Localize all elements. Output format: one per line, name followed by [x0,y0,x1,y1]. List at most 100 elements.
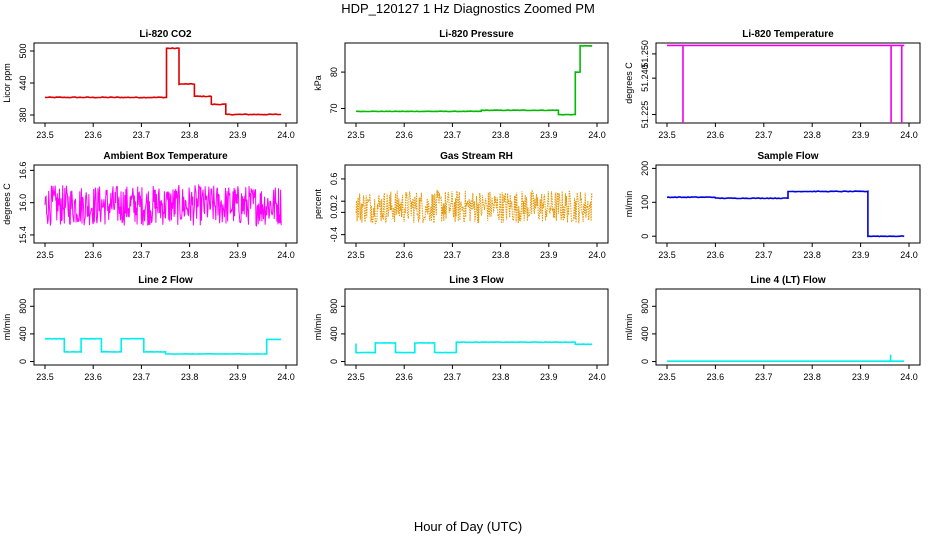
x-tick-label: 24.0 [588,250,606,260]
y-axis-label: ml/min [2,314,12,341]
y-axis-label: Licor ppm [2,63,12,103]
x-tick-label: 23.9 [229,372,247,382]
y-tick-label: 0.6 [329,173,339,186]
y-tick-label: 0.0 [329,206,339,219]
x-tick-label: 24.0 [900,372,918,382]
x-tick-label: 24.0 [277,130,295,140]
x-tick-label: 23.8 [803,372,821,382]
y-axis-label: ml/min [313,314,323,341]
x-tick-label: 23.8 [492,372,510,382]
y-tick-label: 51.225 [640,101,650,129]
chart-panel: Gas Stream RH percent 23.5 23.6 23.7 23.8 23.9… [313,151,609,260]
plot-frame [344,164,609,244]
chart-title: Sample Flow [757,151,818,162]
x-tick-label: 23.5 [658,250,676,260]
x-tick-label: 23.9 [540,372,558,382]
plot-frame [33,288,298,366]
x-tick-label: 23.5 [36,250,54,260]
y-axis-label: degrees C [2,183,12,225]
chart-title: Line 4 (LT) Flow [750,275,826,286]
series-line [355,189,593,225]
plot-frame [655,288,921,366]
y-tick-label: 16.0 [18,194,28,212]
x-tick-label: 23.8 [492,250,510,260]
chart-panel: Sample Flow ml/min 23.5 23.6 23.7 23.8 23.9 24.… [624,151,921,260]
x-tick-label: 23.6 [395,250,413,260]
plot-frame [655,42,921,124]
chart-panel: Ambient Box Temperature degrees C 23.5 23.6… [2,151,298,260]
y-tick-label: 80 [329,67,339,77]
x-tick-label: 23.6 [84,372,102,382]
x-tick-label: 24.0 [277,250,295,260]
chart-title: Ambient Box Temperature [103,151,228,162]
x-tick-label: 23.5 [347,372,365,382]
y-tick-label: 800 [329,299,339,314]
x-tick-label: 23.7 [755,130,773,140]
series-line [355,341,593,354]
x-tick-label: 23.8 [181,372,199,382]
x-tick-label: 23.9 [540,250,558,260]
plot-frame [655,164,921,244]
x-tick-label: 23.5 [658,372,676,382]
x-tick-label: 23.9 [852,372,870,382]
series-line [355,44,593,116]
figure-x-axis-label: Hour of Day (UTC) [414,519,522,534]
y-tick-label: 0 [329,359,339,364]
x-tick-label: 23.8 [181,250,199,260]
y-tick-label: 0.2 [329,195,339,208]
figure-title: HDP_120127 1 Hz Diagnostics Zoomed PM [341,1,595,16]
y-tick-label: 400 [640,326,650,341]
y-tick-label: 0 [18,359,28,364]
x-tick-label: 23.6 [84,130,102,140]
y-axis-label: kPa [313,75,323,91]
x-tick-label: 24.0 [588,372,606,382]
x-tick-label: 23.7 [444,250,462,260]
x-tick-label: 23.5 [36,130,54,140]
x-tick-label: 23.5 [36,372,54,382]
plot-frame [33,164,298,244]
y-tick-label: 400 [18,326,28,341]
chart-title: Li-820 Pressure [439,29,514,40]
chart-panel: Li-820 Temperature degrees C 23.5 23.6 23.7 2… [624,29,921,140]
x-tick-label: 24.0 [588,130,606,140]
x-tick-label: 23.5 [347,250,365,260]
y-tick-label: 800 [640,299,650,314]
y-tick-label: 100 [640,195,650,210]
chart-panel: Line 3 Flow ml/min 23.5 23.6 23.7 23.8 23.9 24.… [313,275,609,382]
chart-panel: Line 4 (LT) Flow ml/min 23.5 23.6 23.7 23.8 23… [624,275,921,382]
x-tick-label: 23.5 [347,130,365,140]
x-tick-label: 23.6 [395,130,413,140]
y-tick-label: 400 [329,326,339,341]
x-tick-label: 23.8 [492,130,510,140]
y-tick-label: 16.6 [18,162,28,180]
x-tick-label: 24.0 [900,250,918,260]
x-tick-label: 23.8 [803,250,821,260]
y-tick-label: 440 [18,75,28,90]
x-tick-label: 23.7 [133,130,151,140]
plot-frame [344,42,609,124]
chart-title: Li-820 CO2 [139,29,192,40]
x-tick-label: 23.6 [707,250,725,260]
x-tick-label: 23.7 [444,372,462,382]
x-tick-label: 23.8 [803,130,821,140]
plot-frame [344,288,609,366]
x-tick-label: 23.9 [229,130,247,140]
x-tick-label: 23.7 [755,372,773,382]
chart-panel: Line 2 Flow ml/min 23.5 23.6 23.7 23.8 23.9 24.… [2,275,298,382]
y-tick-label: 15.4 [18,226,28,244]
y-axis-label: degrees C [624,62,634,104]
chart-panel: Li-820 CO2 Licor ppm 23.5 23.6 23.7 23.8 23.9 2… [2,29,298,140]
x-tick-label: 23.6 [395,372,413,382]
x-tick-label: 23.6 [707,372,725,382]
y-axis-label: ml/min [624,191,634,218]
series-line [44,337,282,355]
y-tick-label: 0 [640,234,650,239]
y-tick-label: 200 [640,161,650,176]
x-tick-label: 23.6 [84,250,102,260]
chart-title: Line 3 Flow [449,275,504,286]
y-tick-label: 380 [18,107,28,122]
x-tick-label: 23.5 [658,130,676,140]
y-axis-label: percent [313,188,323,219]
x-tick-label: 24.0 [900,130,918,140]
x-tick-label: 23.9 [229,250,247,260]
